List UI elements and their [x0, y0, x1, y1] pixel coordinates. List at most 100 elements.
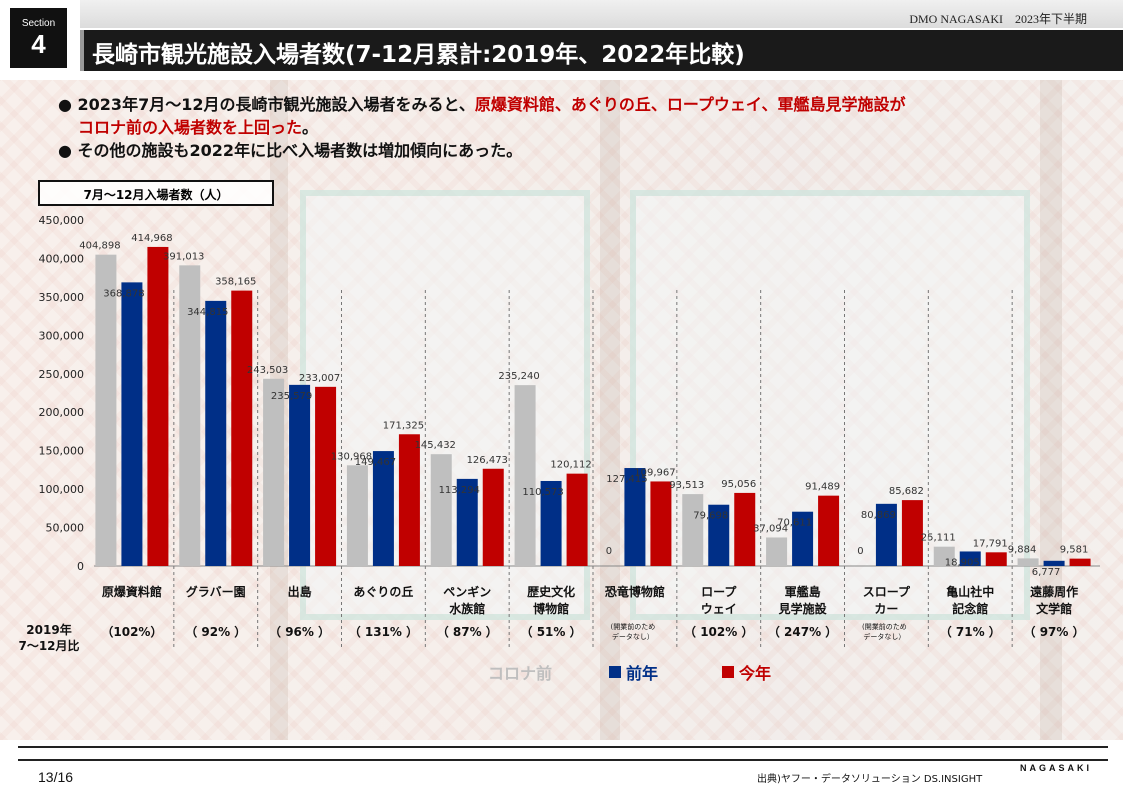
legend-label-s1: コロナ前 — [488, 664, 553, 683]
ratio-label: （ 92% ） — [185, 624, 246, 639]
ratio-row-label: 2019年 7～12月比 — [14, 622, 84, 654]
category-label: 博物館 — [533, 601, 569, 616]
section-number: 4 — [31, 29, 46, 59]
data-label: 344,815 — [187, 307, 228, 318]
title-accent — [80, 30, 84, 71]
background-frame — [600, 80, 620, 740]
data-label: 113,294 — [439, 485, 480, 496]
bar-s3 — [818, 495, 840, 566]
bar-s2 — [959, 551, 981, 566]
bullet-2: ● その他の施設も2022年に比べ入場者数は増加傾向にあった。 — [58, 141, 523, 160]
bar-s2 — [708, 504, 730, 566]
y-tick-label: 350,000 — [39, 291, 85, 304]
bar-s1 — [514, 385, 536, 566]
ratio-label: （ 87% ） — [437, 624, 498, 639]
y-tick-label: 450,000 — [39, 214, 85, 227]
ratio-label: (開業前のため — [611, 622, 656, 631]
footer-rule — [18, 759, 1108, 761]
data-label: 358,165 — [215, 277, 256, 288]
bullet-1-cont: コロナ前の入場者数を上回った。 — [58, 116, 1088, 139]
bar-s1 — [766, 537, 788, 566]
bar-s3 — [231, 290, 253, 566]
data-label: 18,905 — [945, 557, 980, 568]
legend-label-s2: 前年 — [626, 664, 659, 683]
data-label: 6,777 — [1032, 567, 1061, 578]
data-label: 0 — [606, 546, 612, 557]
category-label: グラバー園 — [186, 584, 246, 599]
legend-item-s2: 前年 — [609, 660, 658, 684]
data-label: 120,112 — [550, 460, 591, 471]
ratio-label: （ 96% ） — [269, 624, 330, 639]
bar-s3 — [398, 434, 420, 566]
category-label: 出島 — [288, 584, 312, 599]
category-label: 記念館 — [952, 601, 988, 616]
ratio-label: （ 97% ） — [1024, 624, 1085, 639]
y-axis-title: 7月～12月入場者数（人） — [38, 180, 274, 206]
ratio-label: データなし） — [612, 632, 654, 641]
bar-s2 — [205, 300, 227, 566]
y-tick-label: 250,000 — [39, 368, 85, 381]
bar-s1 — [95, 254, 117, 567]
ratio-row-label-line-1: 2019年 — [26, 623, 72, 637]
data-label: 95,056 — [721, 479, 756, 490]
bar-s2 — [456, 478, 478, 566]
ratio-row-label-line-2: 7～12月比 — [18, 639, 80, 653]
legend-swatch-s3 — [722, 666, 734, 678]
bar-s1 — [346, 465, 368, 566]
footer-rule — [18, 746, 1108, 748]
bar-s3 — [985, 552, 1007, 566]
legend-item-s3: 今年 — [722, 660, 771, 684]
title-bar: 長崎市観光施設入場者数(7-12月累計:2019年、2022年比較) — [80, 30, 1123, 71]
bullet-1-text: ● 2023年7月～12月の長崎市観光施設入場者をみると、 — [58, 95, 475, 114]
data-label: 79,698 — [693, 511, 728, 522]
data-label: 109,967 — [634, 467, 675, 478]
data-label: 93,513 — [669, 480, 704, 491]
ratio-label: データなし） — [863, 632, 905, 641]
category-label: あぐりの丘 — [353, 584, 413, 599]
bar-s1 — [682, 494, 704, 566]
category-label: 原爆資料館 — [102, 584, 162, 599]
category-label: 水族館 — [449, 601, 485, 616]
bar-s1 — [933, 546, 955, 566]
data-label: 149,467 — [355, 457, 396, 468]
y-tick-label: 100,000 — [39, 483, 85, 496]
bar-s3 — [901, 500, 923, 566]
category-label: 亀山社中 — [946, 584, 994, 599]
y-tick-label: 150,000 — [39, 445, 85, 458]
category-label: 軍艦島 — [785, 584, 821, 599]
source-note: 出典)ヤフー・データソリューション DS.INSIGHT — [757, 774, 983, 785]
data-label: 37,094 — [753, 523, 788, 534]
bar-s2 — [875, 503, 897, 566]
bar-s3 — [650, 481, 672, 566]
bar-s2 — [289, 384, 311, 566]
bullet-1-highlight: 原爆資料館、あぐりの丘、ロープウェイ、軍艦島見学施設が — [474, 95, 906, 114]
summary-bullets: ● 2023年7月～12月の長崎市観光施設入場者をみると、原爆資料館、あぐりの丘… — [58, 93, 1088, 162]
data-label: 70,611 — [777, 518, 812, 529]
category-label: 見学施設 — [778, 601, 828, 616]
page-number: 13/16 — [38, 769, 74, 785]
bar-s2 — [624, 468, 646, 566]
bar-s3 — [566, 473, 588, 566]
category-label: ペンギン — [443, 584, 491, 599]
data-label: 404,898 — [79, 241, 120, 252]
legend-item-s1: コロナ前 — [488, 660, 552, 684]
bar-s3 — [315, 386, 337, 566]
data-label: 127,415 — [606, 474, 647, 485]
bar-s3 — [1069, 558, 1091, 566]
data-label: 126,473 — [467, 455, 508, 466]
nagasaki-logo: NAGASAKI — [1020, 763, 1093, 773]
bar-s1 — [179, 265, 201, 566]
category-label: 恐竜博物館 — [605, 584, 665, 599]
category-label: ロープ — [701, 584, 737, 599]
data-label: 414,968 — [131, 233, 172, 244]
bullet-1-end: 。 — [302, 118, 319, 137]
data-label: 391,013 — [163, 251, 204, 262]
y-tick-label: 200,000 — [39, 406, 85, 419]
y-tick-label: 300,000 — [39, 329, 85, 342]
category-label: スロープ — [863, 584, 911, 599]
header-band — [80, 0, 1123, 28]
bar-s2 — [121, 282, 143, 566]
ratio-label: （ 71% ） — [940, 624, 1001, 639]
legend-swatch-s2 — [609, 666, 621, 678]
